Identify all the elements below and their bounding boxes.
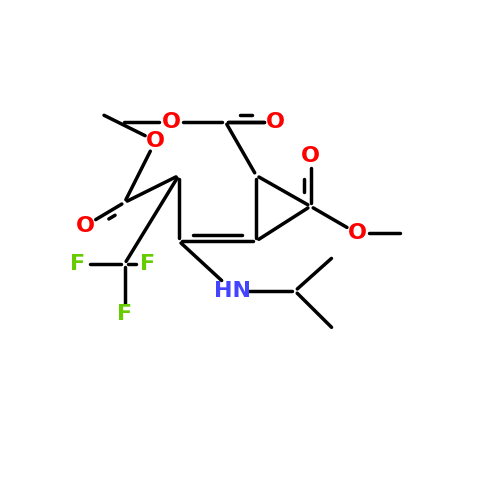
Text: F: F — [117, 304, 132, 324]
Text: O: O — [348, 223, 366, 244]
Text: O: O — [146, 131, 165, 151]
Text: O: O — [76, 216, 95, 236]
Text: O: O — [266, 112, 285, 132]
Text: O: O — [301, 146, 320, 166]
Text: F: F — [70, 254, 86, 274]
Text: O: O — [162, 112, 180, 132]
Text: HN: HN — [214, 281, 252, 301]
Text: F: F — [140, 254, 156, 274]
